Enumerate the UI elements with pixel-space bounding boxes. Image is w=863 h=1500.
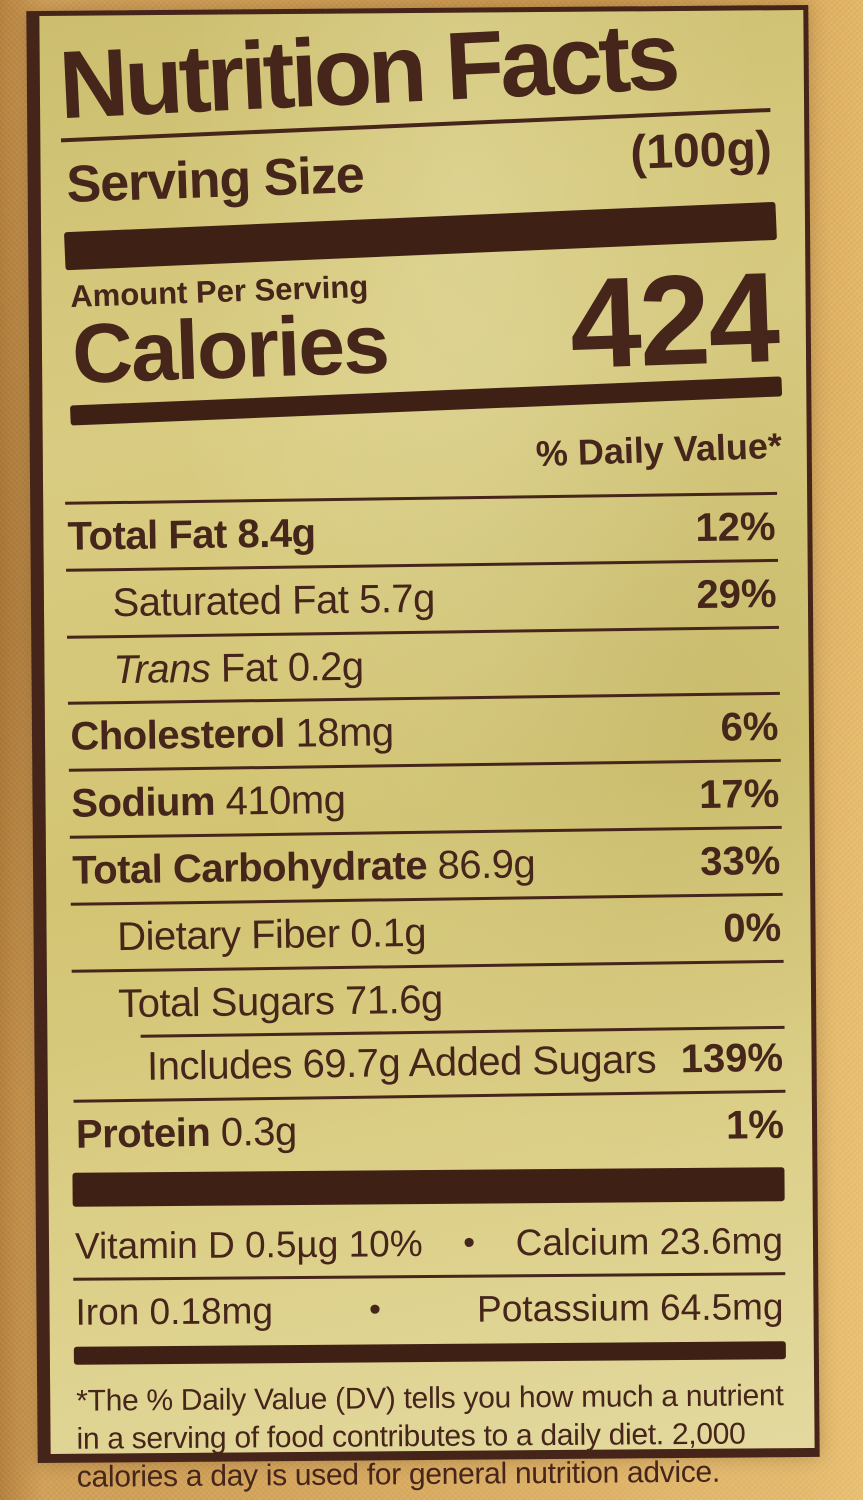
- nutrient-amount: 0.3g: [209, 1109, 298, 1155]
- nutrient-amount: 86.9g: [426, 842, 536, 888]
- nutrient-name: Dietary Fiber 0.1g: [116, 910, 427, 959]
- bullet-separator-icon: •: [463, 1223, 476, 1262]
- nutrient-row: Saturated Fat 5.7g 29%: [66, 558, 779, 636]
- daily-value-percent: 29%: [696, 571, 777, 617]
- micronutrient-left: Iron 0.18mg: [75, 1290, 274, 1334]
- nutrient-row: Includes 69.7g Added Sugars 139%: [73, 1026, 786, 1100]
- nutrient-name: Total Carbohydrate 86.9g: [71, 842, 536, 893]
- daily-value-percent: 1%: [725, 1102, 785, 1148]
- micronutrient-row: Iron 0.18mg • Potassium 64.5mg: [73, 1272, 786, 1345]
- nutrient-row: Protein 0.3g 1%: [73, 1089, 787, 1167]
- daily-value-header: % Daily Value*: [535, 424, 783, 475]
- nutrient-amount: 0.2g: [276, 644, 364, 690]
- nutrient-name: Saturated Fat 5.7g: [112, 576, 436, 625]
- nutrient-amount: 8.4g: [226, 511, 316, 557]
- nutrient-name: Total Fat 8.4g: [67, 511, 316, 559]
- serving-size-label: Serving Size: [65, 145, 365, 215]
- nutrient-name: Trans Fat 0.2g: [113, 644, 364, 692]
- calories-block: Amount Per Serving Calories 424: [66, 245, 782, 401]
- nutrient-row: Dietary Fiber 0.1g 0%: [70, 892, 784, 970]
- nutrient-row: Trans Fat 0.2g: [66, 625, 780, 702]
- nutrient-row: Cholesterol 18mg 6%: [67, 692, 781, 769]
- serving-size-value: (100g): [629, 122, 773, 180]
- daily-value-percent: 17%: [698, 771, 780, 817]
- nutrition-facts-label: Nutrition Facts Serving Size (100g) Amou…: [26, 3, 820, 1493]
- nutrient-amount: 0.1g: [339, 910, 427, 956]
- daily-value-percent: 139%: [680, 1036, 784, 1082]
- nutrient-amount: 18mg: [284, 710, 394, 756]
- micronutrient-right: Calcium 23.6mg: [515, 1219, 784, 1264]
- daily-value-percent: 33%: [699, 838, 781, 884]
- nutrient-amount: 71.6g: [334, 976, 443, 1023]
- nutrient-row: Sodium 410mg 17%: [68, 758, 782, 836]
- thick-divider: [73, 1341, 786, 1365]
- nutrient-row: Total Fat 8.4g 12%: [65, 491, 778, 569]
- nutrient-name: Cholesterol 18mg: [70, 710, 394, 759]
- nutrient-name: Total Sugars 71.6g: [117, 976, 443, 1026]
- nutrient-rows: Total Fat 8.4g 12% Saturated Fat 5.7g 29% Tr…: [65, 491, 787, 1167]
- micronutrient-row: Vitamin D 0.5µg 10% • Calcium 23.6mg: [73, 1209, 785, 1278]
- nutrient-name: Protein 0.3g: [75, 1109, 298, 1157]
- thick-divider: [72, 1166, 785, 1207]
- daily-value-percent: 12%: [695, 504, 776, 550]
- nutrient-name: Sodium 410mg: [71, 777, 346, 826]
- nutrient-row: Total Sugars 71.6g: [71, 959, 785, 1036]
- micronutrient-left: Vitamin D 0.5µg 10%: [74, 1222, 423, 1267]
- nutrient-amount: 5.7g: [348, 576, 436, 622]
- nutrient-amount: 410mg: [214, 777, 346, 824]
- daily-value-percent: 6%: [720, 705, 779, 750]
- calories-label: Calories: [70, 296, 390, 401]
- nutrient-row: Total Carbohydrate 86.9g 33%: [69, 825, 783, 903]
- micronutrient-rows: Vitamin D 0.5µg 10% • Calcium 23.6mg Iron 0…: [73, 1209, 786, 1345]
- bullet-separator-icon: •: [368, 1290, 382, 1329]
- micronutrient-right: Potassium 64.5mg: [476, 1286, 784, 1331]
- nutrient-name: Includes 69.7g Added Sugars: [146, 1037, 657, 1089]
- daily-value-percent: 0%: [723, 905, 782, 951]
- daily-value-footnote: *The % Daily Value (DV) tells you how mu…: [76, 1379, 784, 1494]
- calories-value: 424: [567, 245, 780, 396]
